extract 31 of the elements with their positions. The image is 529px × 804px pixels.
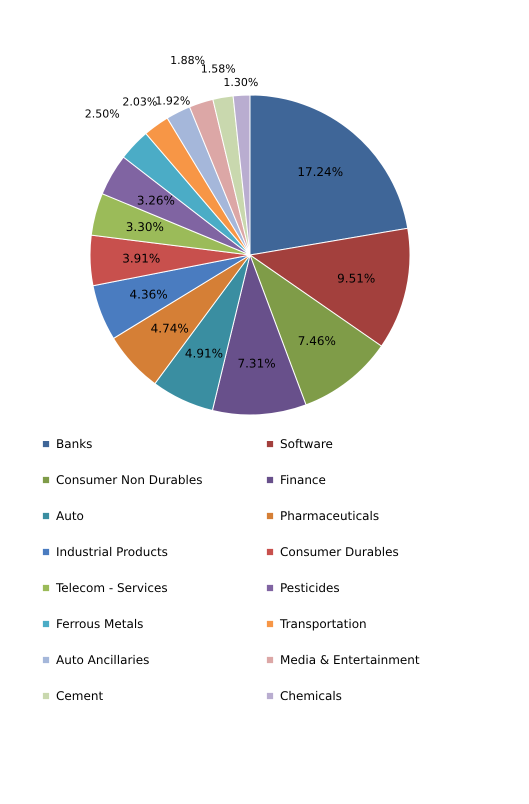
data-label: 3.26% <box>136 193 175 208</box>
data-label: 17.24% <box>297 164 344 179</box>
legend-label: Industrial Products <box>56 545 168 559</box>
legend-label: Pesticides <box>280 581 340 595</box>
data-label: 4.74% <box>150 321 189 336</box>
legend-label: Pharmaceuticals <box>280 509 380 523</box>
data-label: 4.91% <box>184 346 224 361</box>
legend-label: Chemicals <box>280 689 342 703</box>
data-label: 2.50% <box>84 107 120 120</box>
data-label: 4.36% <box>130 287 168 302</box>
legend-label: Telecom - Services <box>55 581 168 595</box>
legend-label: Transportation <box>279 617 367 631</box>
data-label: 7.31% <box>237 356 276 371</box>
data-label: 3.30% <box>126 220 164 234</box>
data-label: 7.46% <box>298 334 336 348</box>
legend-label: Consumer Durables <box>280 545 399 559</box>
data-label: 1.92% <box>155 94 190 108</box>
legend-label: Ferrous Metals <box>56 617 144 631</box>
legend-label: Auto <box>56 509 84 523</box>
legend-label: Auto Ancillaries <box>56 653 150 667</box>
legend-label: Finance <box>280 473 326 487</box>
data-label: 3.91% <box>122 252 160 266</box>
data-label: 1.30% <box>223 76 258 90</box>
legend-label: Cement <box>56 689 104 703</box>
legend-label: Software <box>280 437 333 452</box>
data-label: 1.58% <box>200 62 236 76</box>
legend-label: Media & Entertainment <box>280 653 420 667</box>
data-label: 9.51% <box>337 272 376 286</box>
legend-label: Banks <box>56 437 92 452</box>
data-label: 2.03% <box>122 96 158 109</box>
legend-label: Consumer Non Durables <box>56 473 202 487</box>
